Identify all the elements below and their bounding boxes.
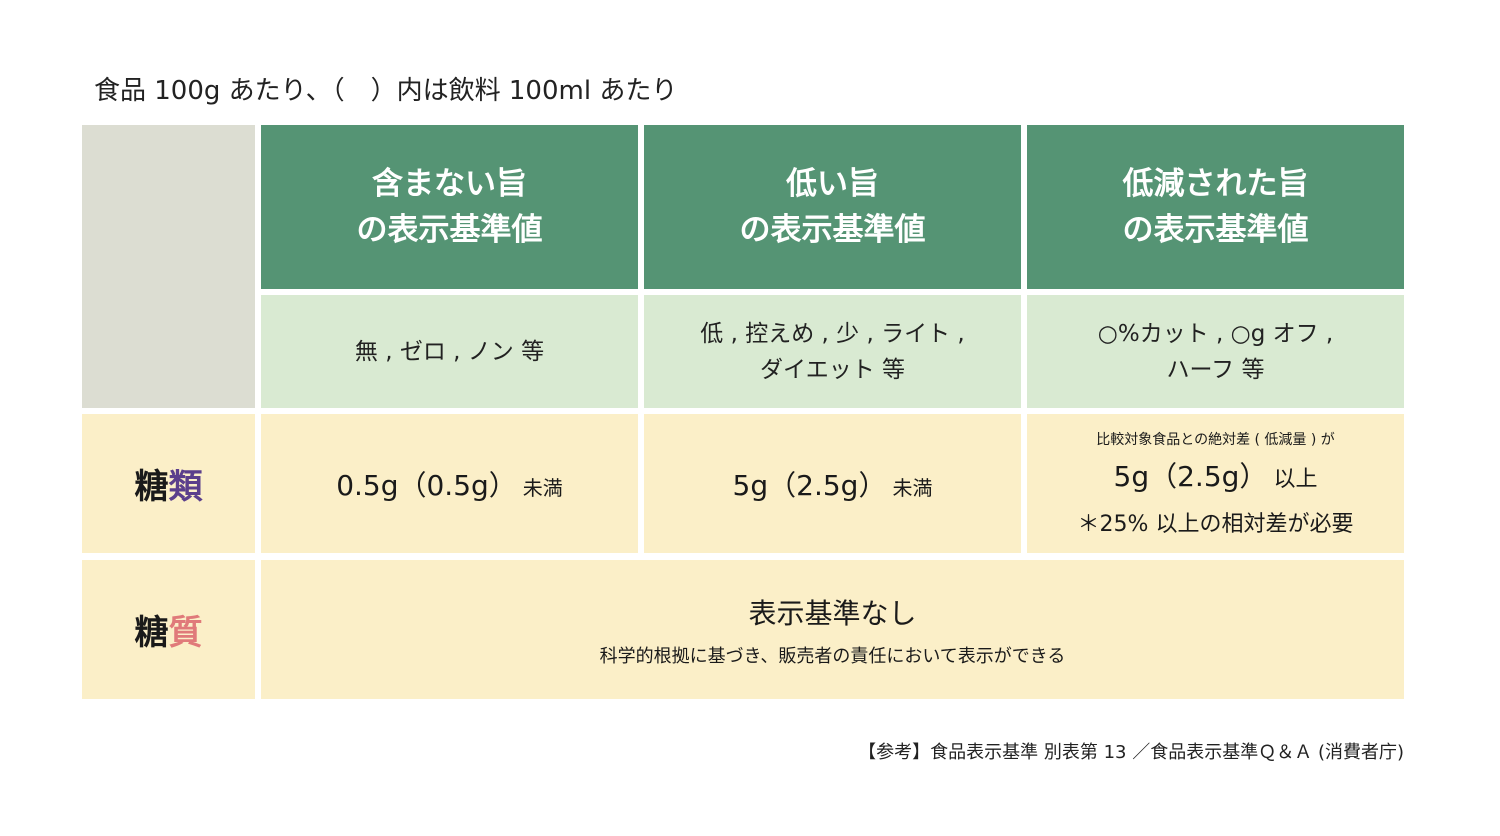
heading-line1: 低減された旨 bbox=[1122, 166, 1309, 202]
examples-line1: 無 , ゼロ , ノン 等 bbox=[354, 338, 545, 365]
source-citation: 【参考】食品表示基準 別表第 13 ／食品表示基準Ｑ＆Ａ (消費者庁) bbox=[858, 742, 1404, 763]
examples-line2: ダイエット 等 bbox=[759, 356, 906, 383]
table-caption: 食品 100g あたり、（ ）内は飲料 100ml あたり bbox=[94, 76, 678, 106]
heading-line1: 含まない旨 bbox=[372, 166, 527, 202]
reduced-requirement: ＊25% 以上の相対差が必要 bbox=[1077, 512, 1354, 537]
table-corner bbox=[82, 125, 255, 408]
row-label-part1: 糖 bbox=[134, 467, 169, 507]
row-label-sugars: 糖類 bbox=[82, 414, 255, 553]
column-examples-reduced: ○%カット , ○g オフ , ハーフ 等 bbox=[1027, 295, 1404, 408]
row-label-carbs: 糖質 bbox=[82, 560, 255, 699]
carbs-merged-value: 表示基準なし 科学的根拠に基づき、販売者の責任において表示ができる bbox=[261, 560, 1404, 699]
value-suffix: 以上 bbox=[1273, 467, 1318, 492]
heading-line1: 低い旨 bbox=[786, 166, 879, 202]
reduced-note: 比較対象食品との絶対差 ( 低減量 ) が bbox=[1096, 432, 1335, 448]
examples-line1: 低 , 控えめ , 少 , ライト , bbox=[700, 320, 965, 347]
column-examples-none: 無 , ゼロ , ノン 等 bbox=[261, 295, 638, 408]
value-suffix: 未満 bbox=[522, 475, 563, 500]
row-label-part1: 糖 bbox=[134, 613, 169, 653]
sugars-reduced-value: 比較対象食品との絶対差 ( 低減量 ) が 5g（2.5g） 以上 ＊25% 以上… bbox=[1027, 414, 1404, 553]
examples-line2: ハーフ 等 bbox=[1166, 356, 1265, 383]
sugars-none-value: 0.5g（0.5g） 未満 bbox=[261, 414, 638, 553]
row-label-part2: 類 bbox=[168, 467, 203, 507]
column-heading-none: 含まない旨 の表示基準値 bbox=[261, 125, 638, 289]
heading-line2: の表示基準値 bbox=[356, 212, 543, 248]
heading-line2: の表示基準値 bbox=[1122, 212, 1309, 248]
carbs-description: 科学的根拠に基づき、販売者の責任において表示ができる bbox=[599, 645, 1066, 667]
sugars-low-value: 5g（2.5g） 未満 bbox=[644, 414, 1021, 553]
value-text: 5g（2.5g） bbox=[1113, 460, 1268, 493]
examples-line1: ○%カット , ○g オフ , bbox=[1097, 320, 1334, 347]
row-label-part2: 質 bbox=[168, 613, 203, 653]
column-examples-low: 低 , 控えめ , 少 , ライト , ダイエット 等 bbox=[644, 295, 1021, 408]
value-text: 0.5g（0.5g） bbox=[336, 468, 517, 502]
column-heading-low: 低い旨 の表示基準値 bbox=[644, 125, 1021, 289]
value-suffix: 未満 bbox=[892, 475, 933, 500]
value-text: 5g（2.5g） bbox=[732, 468, 887, 502]
column-heading-reduced: 低減された旨 の表示基準値 bbox=[1027, 125, 1404, 289]
heading-line2: の表示基準値 bbox=[739, 212, 926, 248]
carbs-title: 表示基準なし bbox=[748, 596, 917, 630]
